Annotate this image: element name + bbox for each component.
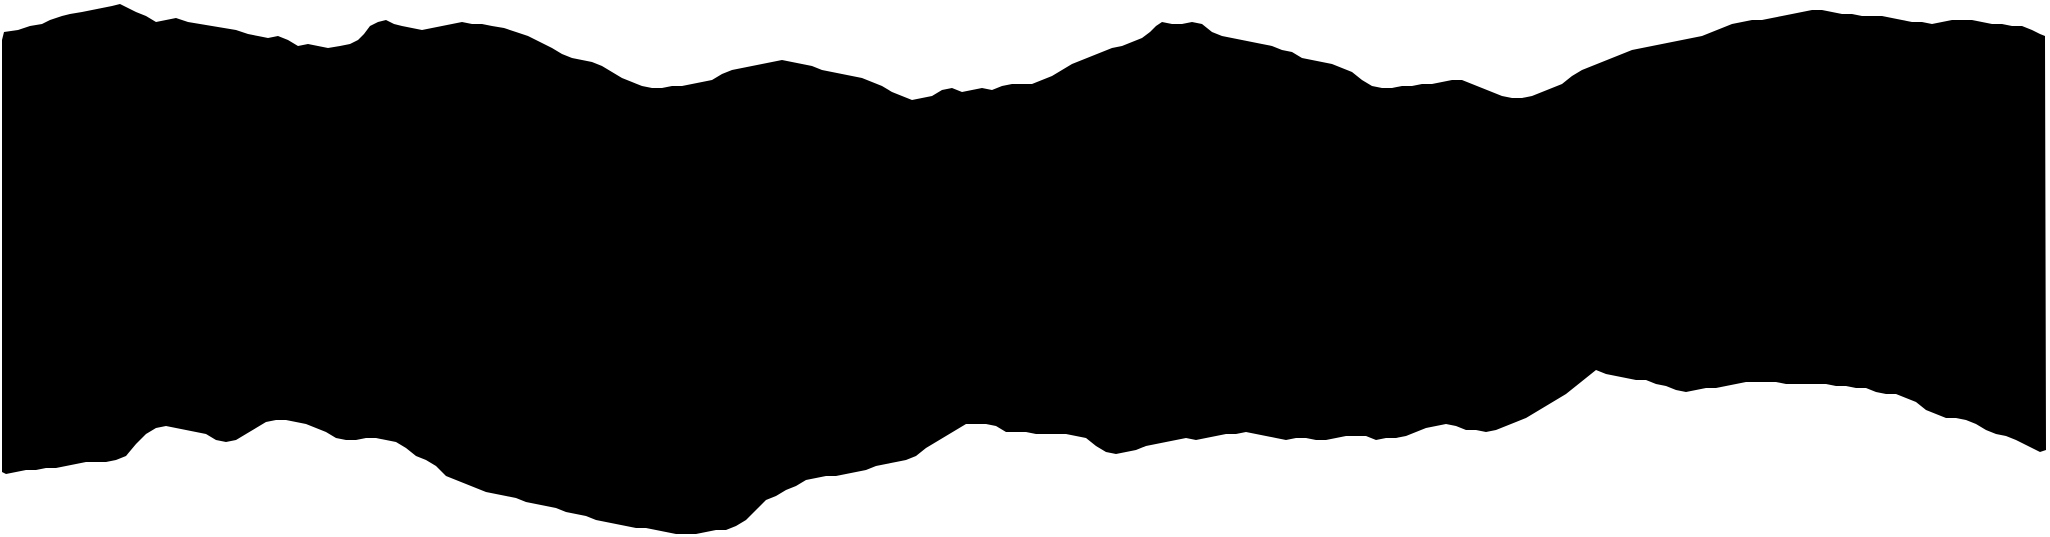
- torn-paper-strip: [2, 4, 2046, 534]
